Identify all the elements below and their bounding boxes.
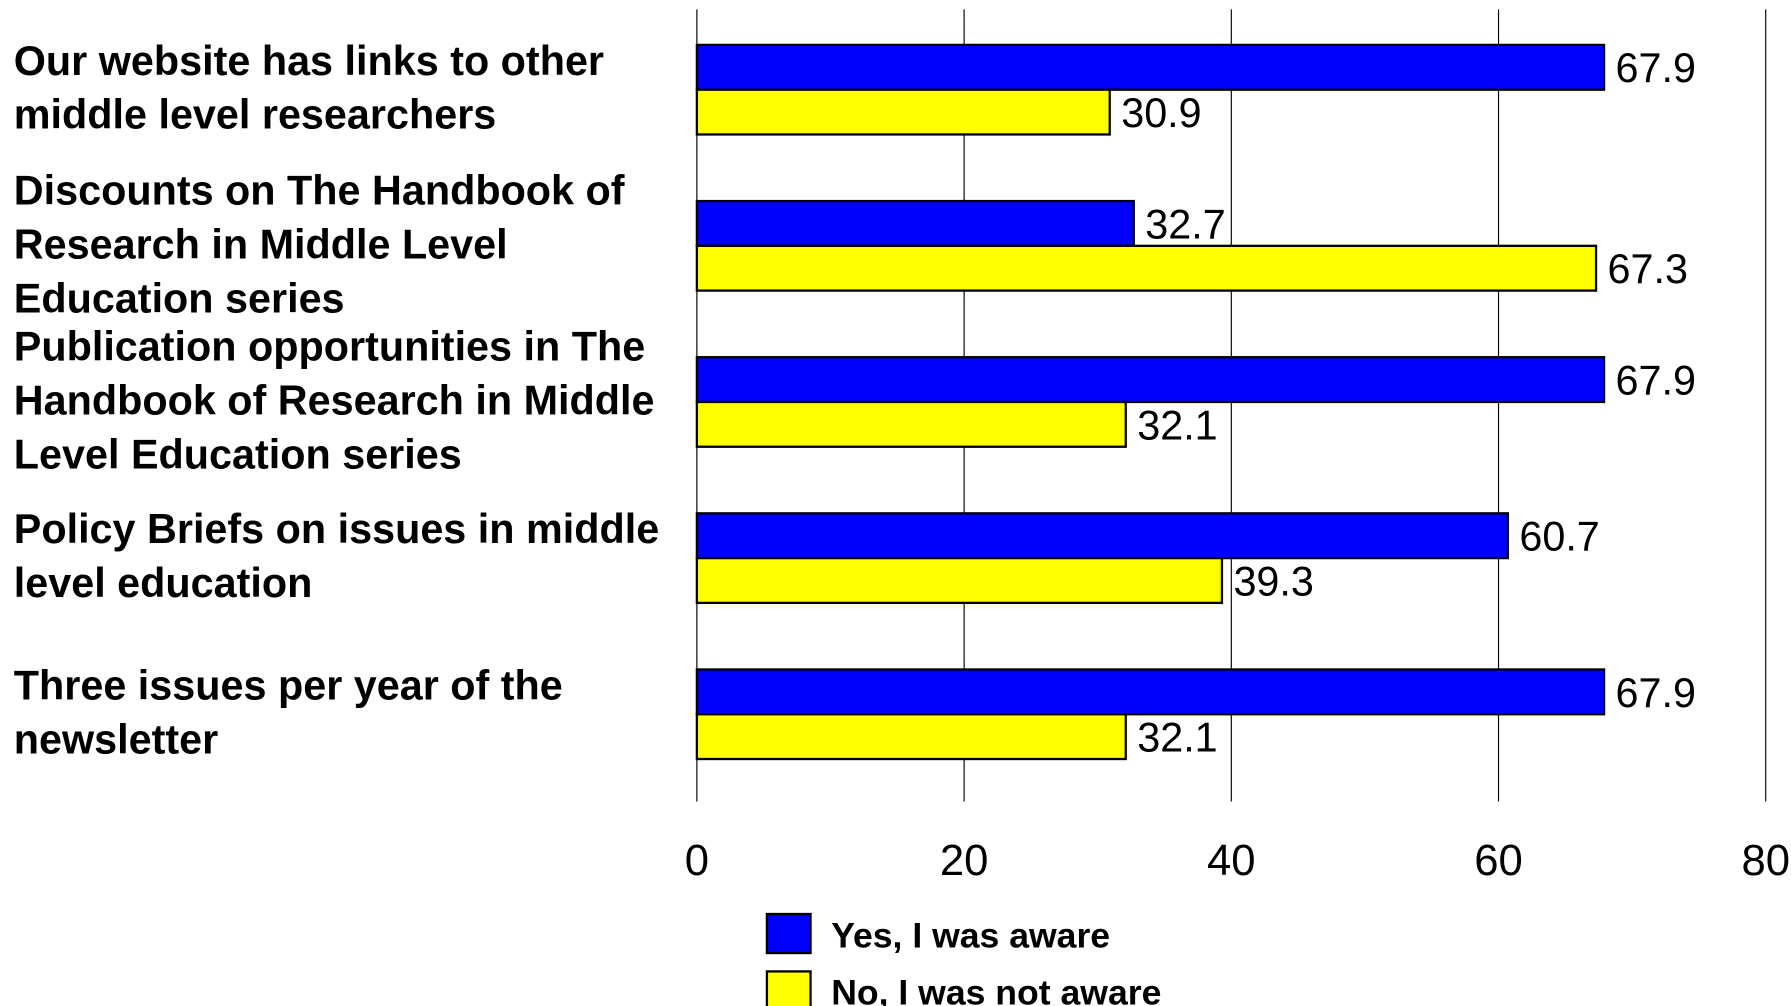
bar bbox=[695, 512, 1510, 560]
x-tick-label: 80 bbox=[1741, 837, 1790, 885]
bar bbox=[695, 556, 1224, 605]
x-tick-label: 20 bbox=[940, 837, 989, 885]
category-label-box: Our website has links to other middle le… bbox=[13, 36, 605, 138]
category-label-box: Policy Briefs on issues in middle level … bbox=[13, 505, 660, 607]
value-label: 32.1 bbox=[1137, 402, 1217, 448]
bar bbox=[695, 356, 1606, 404]
legend-label: Yes, I was aware bbox=[831, 915, 1110, 955]
value-label: 67.9 bbox=[1616, 45, 1696, 91]
value-label: 60.7 bbox=[1519, 514, 1599, 560]
x-tick-label: 0 bbox=[685, 837, 709, 885]
value-label: 67.3 bbox=[1608, 246, 1688, 292]
bar bbox=[695, 400, 1127, 448]
category-label-box: Publication opportunities in The Handboo… bbox=[13, 322, 655, 478]
bar bbox=[695, 244, 1598, 292]
category-label: Policy Briefs on issues in middle level … bbox=[13, 505, 660, 607]
legend-label: No, I was not aware bbox=[831, 973, 1161, 1006]
category-label-box: Discounts on The Handbook of Research in… bbox=[13, 166, 625, 322]
bar bbox=[695, 668, 1606, 716]
value-label: 32.7 bbox=[1145, 201, 1225, 247]
value-label: 30.9 bbox=[1121, 90, 1201, 136]
category-label: Discounts on The Handbook of Research in… bbox=[13, 166, 625, 322]
x-tick-label: 60 bbox=[1474, 837, 1523, 885]
x-tick-label: 40 bbox=[1207, 837, 1256, 885]
category-label: Our website has links to other middle le… bbox=[13, 36, 605, 138]
bar bbox=[695, 43, 1606, 91]
category-label: Three issues per year of the newsletter bbox=[13, 661, 563, 763]
bar bbox=[695, 713, 1127, 761]
category-label: Publication opportunities in The Handboo… bbox=[13, 322, 655, 478]
bar bbox=[695, 88, 1111, 136]
value-label: 32.1 bbox=[1137, 715, 1217, 761]
value-label: 39.3 bbox=[1233, 558, 1313, 604]
value-label: 67.9 bbox=[1616, 358, 1696, 404]
category-label-box: Three issues per year of the newsletter bbox=[13, 661, 563, 763]
value-label: 67.9 bbox=[1616, 670, 1696, 716]
bar bbox=[695, 199, 1135, 247]
legend-swatch bbox=[765, 970, 812, 1006]
legend-swatch bbox=[765, 912, 812, 955]
